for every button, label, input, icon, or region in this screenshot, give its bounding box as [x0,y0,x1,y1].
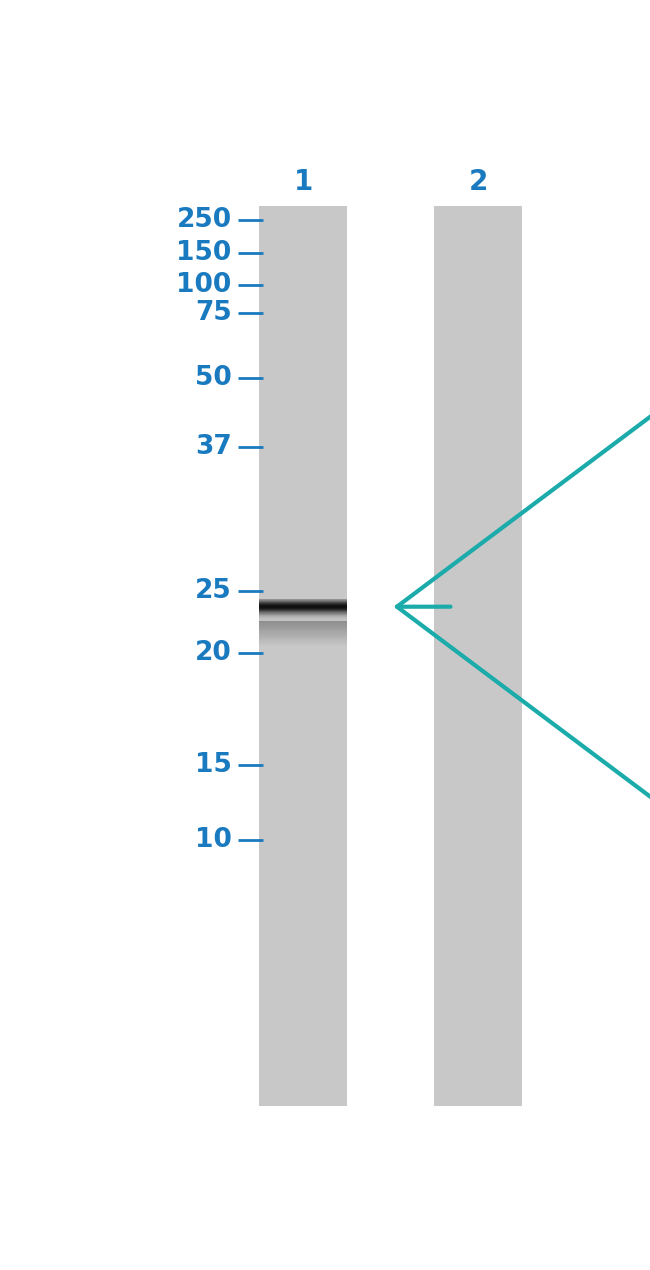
Text: 1: 1 [293,168,313,196]
Bar [259,634,347,635]
Bar [259,625,347,626]
Bar [259,626,347,627]
Text: 75: 75 [195,300,231,325]
Bar [259,639,347,640]
Text: 2: 2 [469,168,488,196]
Bar [259,635,347,636]
Text: 25: 25 [195,578,231,605]
Bar [259,643,347,644]
Bar [259,639,347,640]
Bar [259,646,347,648]
Bar [434,206,522,1106]
Bar [259,627,347,629]
Text: 250: 250 [176,207,231,234]
Bar [259,630,347,631]
Text: 100: 100 [176,272,231,298]
Bar [259,629,347,630]
Bar [259,634,347,635]
Bar [259,632,347,634]
Bar [259,641,347,643]
Bar [259,645,347,646]
Bar [259,643,347,644]
Bar [259,636,347,638]
Bar [259,630,347,631]
Text: 37: 37 [195,434,231,460]
Text: 150: 150 [176,240,231,265]
Bar [259,621,347,622]
Bar [259,624,347,625]
Text: 50: 50 [195,364,231,391]
Bar [259,631,347,632]
Bar [259,622,347,624]
Text: 10: 10 [195,827,231,853]
Text: 15: 15 [195,752,231,777]
Bar [259,206,347,1106]
Bar [259,624,347,625]
Text: 20: 20 [195,640,231,665]
Bar [259,644,347,645]
Bar [259,638,347,639]
Bar [259,621,347,622]
Bar [259,645,347,646]
Bar [259,640,347,641]
Bar [259,636,347,638]
Bar [259,627,347,629]
